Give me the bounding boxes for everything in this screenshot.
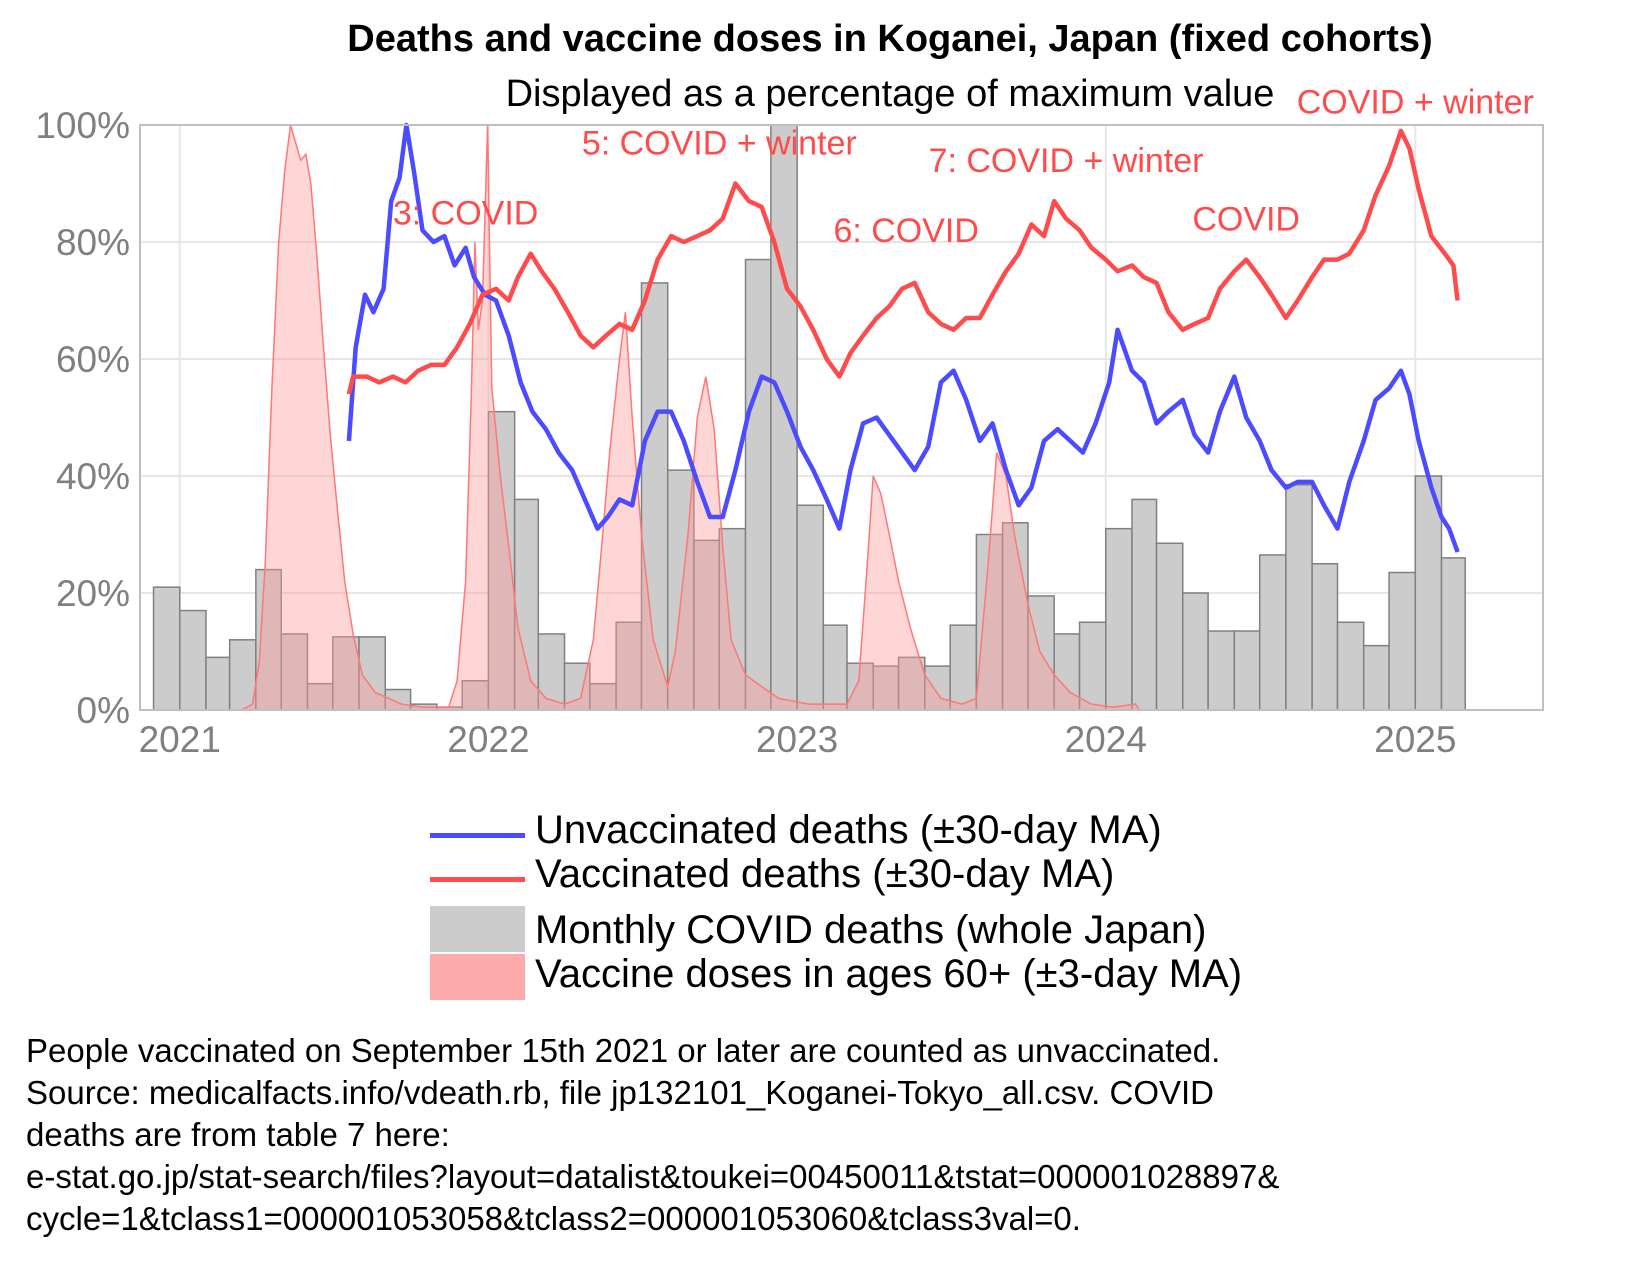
bar-covid-deaths (1207, 630, 1236, 711)
bar-covid-deaths (205, 656, 231, 711)
bar-covid-deaths (770, 124, 798, 711)
y-tick-label: 0% (77, 690, 130, 731)
legend-swatch-covid-deaths (430, 906, 525, 952)
legend-label-covid-deaths: Monthly COVID deaths (whole Japan) (535, 908, 1207, 952)
bar-covid-deaths (1440, 557, 1466, 711)
bar-covid-deaths (640, 282, 669, 711)
bar-covid-deaths (1078, 621, 1107, 711)
bar-covid-deaths (1131, 498, 1158, 711)
bar-covid-deaths (152, 586, 181, 711)
y-tick-label: 40% (56, 456, 130, 497)
annotation-label: 6: COVID (833, 212, 978, 250)
caption-line: e-stat.go.jp/stat-search/files?layout=da… (26, 1158, 1280, 1195)
line-unvaccinated-deaths (346, 122, 1460, 553)
bar-covid-deaths (1105, 527, 1133, 711)
x-tick-label: 2022 (447, 719, 529, 760)
bar-covid-deaths (1155, 542, 1184, 711)
bar-covid-deaths (1285, 484, 1313, 711)
annotation-label: COVID + winter (1297, 83, 1534, 121)
legend-label-unvaccinated: Unvaccinated deaths (±30-day MA) (535, 808, 1162, 852)
caption-line: Source: medicalfacts.info/vdeath.rb, fil… (26, 1074, 1215, 1111)
bar-covid-deaths (1181, 592, 1209, 711)
bar-covid-deaths (1258, 554, 1287, 711)
annotation-label: 7: COVID + winter (929, 142, 1204, 180)
caption-line: People vaccinated on September 15th 2021… (26, 1032, 1221, 1069)
bar-covid-deaths (358, 636, 387, 711)
bar-covid-deaths (744, 258, 772, 711)
bar-covid-deaths (1336, 621, 1365, 711)
plot-border (139, 124, 1544, 711)
x-tick-label: 2023 (756, 719, 838, 760)
caption-line: deaths are from table 7 here: (26, 1116, 450, 1153)
chart-title: Deaths and vaccine doses in Koganei, Jap… (347, 18, 1433, 60)
legend-swatch-unvaccinated (430, 833, 525, 838)
chart: 3: COVID 5: COVID + winter 6: COVID 7: COVI… (35, 83, 1544, 760)
bar-covid-deaths (228, 639, 257, 711)
annotation-label: 5: COVID + winter (582, 124, 857, 162)
bar-covid-deaths (1053, 633, 1081, 711)
legend-label-vaccine-doses: Vaccine doses in ages 60+ (±3-day MA) (535, 952, 1243, 996)
annotation-label: 3: COVID (393, 194, 538, 232)
bar-covid-deaths (1388, 571, 1417, 711)
y-tick-label: 60% (56, 339, 130, 380)
y-tick-label: 80% (56, 222, 130, 263)
x-tick-label: 2024 (1065, 719, 1147, 760)
bar-covid-deaths (306, 682, 334, 711)
bar-covid-deaths (822, 624, 848, 711)
y-tick-label: 20% (56, 573, 130, 614)
x-tick-label: 2025 (1374, 719, 1456, 760)
legend-swatch-vaccine-doses (430, 954, 525, 1000)
bar-covid-deaths (1233, 630, 1261, 711)
bar-covid-deaths (796, 504, 825, 711)
bar-covid-deaths (949, 624, 978, 711)
x-tick-label: 2021 (139, 719, 221, 760)
legend-label-vaccinated: Vaccinated deaths (±30-day MA) (535, 852, 1115, 896)
chart-subtitle: Displayed as a percentage of maximum val… (505, 73, 1275, 115)
bar-covid-deaths (280, 633, 309, 711)
y-tick-label: 100% (35, 105, 130, 146)
bar-covid-deaths (1362, 644, 1390, 711)
legend-swatch-vaccinated (430, 877, 525, 882)
caption-line: cycle=1&tclass1=000001053058&tclass2=000… (26, 1200, 1081, 1237)
area-vaccine-doses (241, 124, 1141, 711)
bar-covid-deaths (178, 609, 207, 711)
bar-covid-deaths (1311, 563, 1339, 711)
line-vaccinated-deaths (346, 128, 1460, 395)
annotation-label: COVID (1192, 200, 1300, 238)
caption: People vaccinated on September 15th 2021… (26, 1030, 1636, 1240)
